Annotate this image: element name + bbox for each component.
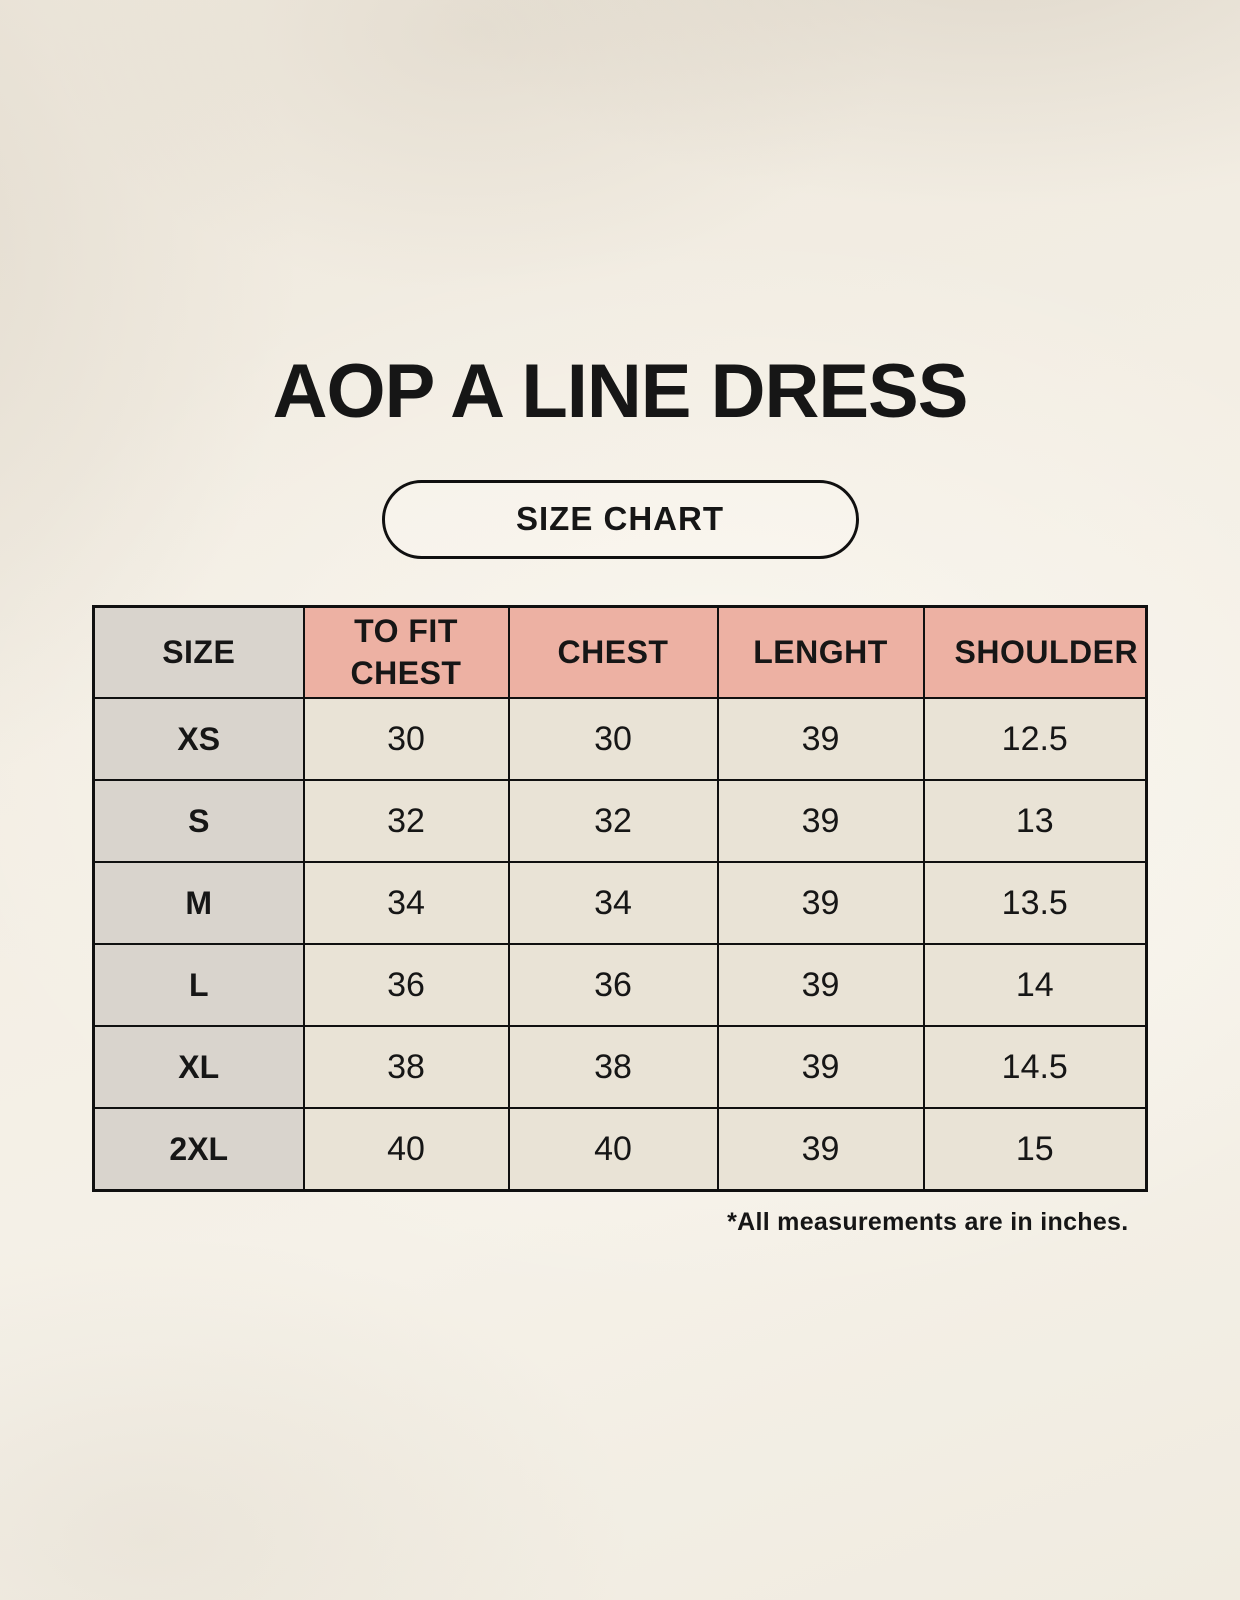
measurements-note: *All measurements are in inches. [727, 1207, 1129, 1236]
measurement-cell: 40 [507, 1107, 719, 1192]
size-chart-badge-label: SIZE CHART [516, 500, 724, 538]
table-row: S 32 32 39 13 [92, 779, 1148, 864]
table-row: M 34 34 39 13.5 [92, 861, 1148, 946]
header-row: SIZE TO FIT CHEST CHEST LENGHT SHOULDER [92, 605, 1148, 700]
size-table-header: SIZE TO FIT CHEST CHEST LENGHT SHOULDER [92, 605, 1148, 700]
measurement-cell: 34 [302, 861, 510, 946]
measurement-cell: 14 [922, 943, 1148, 1028]
size-label-cell: M [92, 861, 305, 946]
size-chart-badge: SIZE CHART [381, 479, 859, 559]
measurement-cell: 13 [922, 779, 1148, 864]
measurement-cell: 14.5 [922, 1025, 1148, 1110]
measurement-cell: 34 [507, 861, 719, 946]
column-header: TO FIT CHEST [302, 605, 510, 700]
table-row: 2XL 40 40 39 15 [92, 1107, 1148, 1192]
size-label-cell: XL [92, 1025, 305, 1110]
page-title: AOP A LINE DRESS [272, 349, 969, 434]
column-header: SHOULDER [922, 605, 1148, 700]
column-header: CHEST [507, 605, 719, 700]
size-label-cell: S [92, 779, 305, 864]
measurement-cell: 30 [507, 697, 719, 782]
measurement-cell: 32 [507, 779, 719, 864]
measurement-cell: 12.5 [922, 697, 1148, 782]
table-row: XS 30 30 39 12.5 [92, 697, 1148, 782]
measurement-cell: 39 [716, 943, 925, 1028]
column-header-size: SIZE [92, 605, 305, 700]
size-label-cell: XS [92, 697, 305, 782]
size-table: SIZE TO FIT CHEST CHEST LENGHT SHOULDER XS 30… [92, 604, 1148, 1192]
measurement-cell: 15 [922, 1107, 1148, 1192]
measurement-cell: 13.5 [922, 861, 1148, 946]
measurement-cell: 40 [302, 1107, 510, 1192]
table-row: XL 38 38 39 14.5 [92, 1025, 1148, 1110]
measurement-cell: 38 [507, 1025, 719, 1110]
size-label-cell: 2XL [92, 1107, 305, 1192]
size-label-cell: L [92, 943, 305, 1028]
table-row: L 36 36 39 14 [92, 943, 1148, 1028]
measurement-cell: 39 [716, 1107, 925, 1192]
measurement-cell: 39 [716, 1025, 925, 1110]
measurement-cell: 38 [302, 1025, 510, 1110]
column-header: LENGHT [716, 605, 925, 700]
size-table-body: XS 30 30 39 12.5 S 32 32 39 13 M 34 34 39 13.5 L 36 36 39 1… [92, 697, 1148, 1192]
measurement-cell: 39 [716, 861, 925, 946]
measurement-cell: 36 [302, 943, 510, 1028]
measurement-cell: 39 [716, 779, 925, 864]
measurement-cell: 39 [716, 697, 925, 782]
measurement-cell: 30 [302, 697, 510, 782]
measurement-cell: 36 [507, 943, 719, 1028]
measurement-cell: 32 [302, 779, 510, 864]
